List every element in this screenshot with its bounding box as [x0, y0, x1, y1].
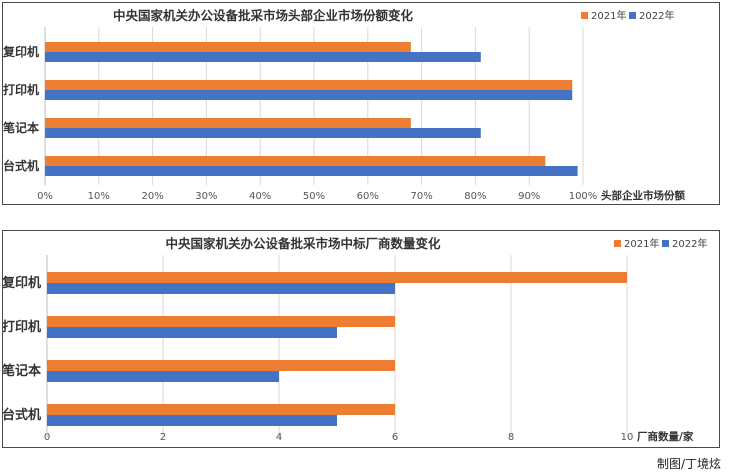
x-tick-label: 40%	[249, 191, 271, 202]
x-tick-label: 90%	[518, 191, 540, 202]
bar-2021	[47, 316, 395, 327]
bar-2021	[45, 42, 411, 52]
x-tick-label: 80%	[464, 191, 486, 202]
legend-label: 2021年	[591, 9, 626, 22]
legend-label: 2021年	[624, 237, 659, 250]
bar-2022	[45, 90, 573, 100]
x-tick-label: 50%	[303, 191, 325, 202]
bar-2021	[45, 80, 573, 90]
category-label: 台式机	[3, 158, 39, 173]
market-share-chart: 0% 10% 20% 30% 40% 50% 60% 70% 80% 90% 100% 复印机打印机笔…	[3, 8, 685, 202]
x-tick-label: 4	[276, 432, 282, 443]
category-label: 笔记本	[3, 120, 39, 135]
x-tick-label: 0%	[37, 191, 53, 202]
bar-2021	[47, 404, 395, 415]
chart-panel-market-share: 0% 10% 20% 30% 40% 50% 60% 70% 80% 90% 100% 复印机打印机笔…	[2, 2, 720, 205]
legend-swatch	[614, 240, 621, 247]
category-label: 笔记本	[3, 363, 41, 379]
category-label: 打印机	[3, 82, 39, 97]
bar-2021	[45, 156, 546, 166]
x-axis-label: 厂商数量/家	[637, 430, 694, 443]
x-tick-label: 10%	[88, 191, 110, 202]
x-tick-label: 6	[392, 432, 398, 443]
x-tick-label: 70%	[410, 191, 432, 202]
bar-2022	[47, 415, 337, 426]
x-tick-label: 0	[44, 432, 50, 443]
bar-2022	[45, 52, 481, 62]
chart-title: 中央国家机关办公设备批采市场中标厂商数量变化	[165, 236, 441, 251]
legend-label: 2022年	[672, 237, 707, 250]
category-label: 台式机	[3, 407, 41, 423]
category-label: 打印机	[3, 319, 41, 335]
bar-2022	[47, 283, 395, 294]
legend-label: 2022年	[639, 9, 674, 22]
x-tick-label: 30%	[195, 191, 217, 202]
bar-2021	[47, 272, 627, 283]
category-label: 复印机	[3, 275, 41, 291]
x-tick-label: 100%	[569, 191, 598, 202]
bar-2022	[45, 128, 481, 138]
x-axis-label: 头部企业市场份额	[601, 189, 685, 202]
legend-swatch	[662, 240, 669, 247]
x-tick-label: 10	[621, 432, 634, 443]
bar-2022	[47, 371, 279, 382]
credit-text: 制图/丁境炫	[656, 457, 721, 471]
category-label: 复印机	[3, 44, 39, 59]
legend-swatch	[629, 12, 636, 19]
bar-2021	[47, 360, 395, 371]
x-tick-label: 60%	[357, 191, 379, 202]
chart-panel-vendor-count: 0 2 4 6 8 10 复印机打印机笔记本台式机 中央国家机关办公设备批采市场中标厂商数量变…	[2, 230, 720, 448]
legend-swatch	[581, 12, 588, 19]
chart-title: 中央国家机关办公设备批采市场头部企业市场份额变化	[113, 8, 414, 23]
bar-2021	[45, 118, 411, 128]
x-tick-label: 8	[508, 432, 514, 443]
x-tick-label: 20%	[141, 191, 163, 202]
bar-2022	[47, 327, 337, 338]
bar-2022	[45, 166, 578, 176]
x-tick-label: 2	[160, 432, 166, 443]
